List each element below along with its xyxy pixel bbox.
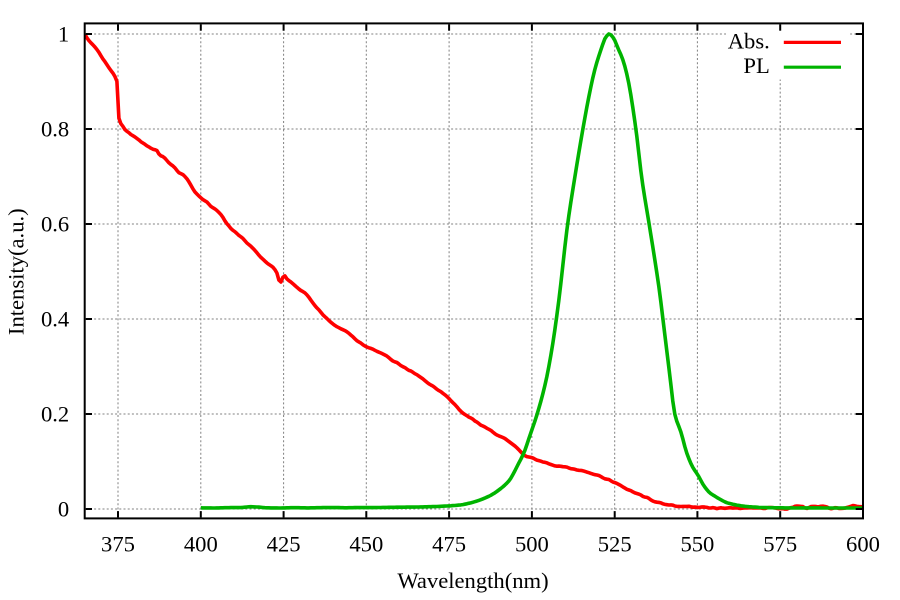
svg-text:0.6: 0.6 — [41, 211, 69, 236]
svg-text:475: 475 — [432, 532, 466, 557]
svg-text:0.4: 0.4 — [41, 306, 69, 331]
svg-text:Wavelength(nm): Wavelength(nm) — [397, 568, 548, 593]
svg-text:375: 375 — [101, 532, 135, 557]
svg-text:PL: PL — [743, 53, 769, 78]
svg-text:0: 0 — [58, 496, 69, 521]
svg-text:525: 525 — [598, 532, 632, 557]
svg-text:Abs.: Abs. — [728, 29, 770, 54]
svg-text:575: 575 — [763, 532, 797, 557]
svg-text:550: 550 — [680, 532, 714, 557]
svg-text:0.2: 0.2 — [41, 401, 69, 426]
svg-text:425: 425 — [267, 532, 301, 557]
svg-text:450: 450 — [349, 532, 383, 557]
svg-text:400: 400 — [184, 532, 218, 557]
svg-text:Intensity(a.u.): Intensity(a.u.) — [4, 208, 29, 335]
svg-text:1: 1 — [58, 21, 69, 46]
svg-text:500: 500 — [515, 532, 549, 557]
svg-text:600: 600 — [846, 532, 880, 557]
svg-text:0.8: 0.8 — [41, 116, 69, 141]
